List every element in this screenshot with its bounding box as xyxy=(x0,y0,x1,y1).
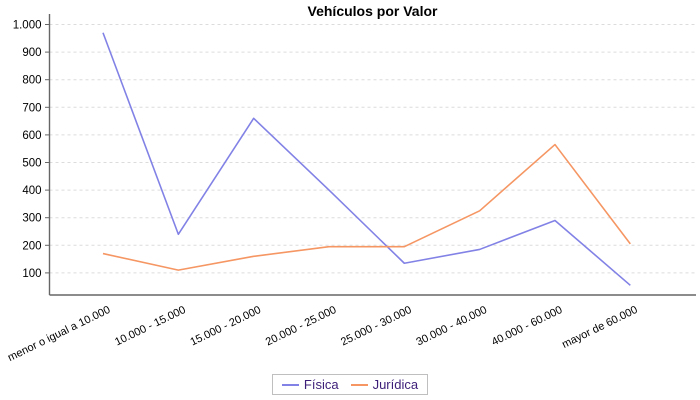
y-tick-label: 400 xyxy=(22,185,41,197)
chart-legend: Física Jurídica xyxy=(271,374,429,395)
y-tick-label: 1.000 xyxy=(13,20,42,32)
legend-item-1: Jurídica xyxy=(350,377,419,392)
x-category-label: 10.000 - 15.000 xyxy=(113,304,188,349)
series-line-1 xyxy=(102,143,631,271)
y-tick-label: 500 xyxy=(22,158,41,170)
x-category-label: menor o igual a 10.000 xyxy=(6,304,112,364)
legend-row: Física Jurídica xyxy=(0,374,700,395)
y-tick-label: 800 xyxy=(22,75,41,87)
legend-label: Física xyxy=(303,377,339,392)
y-tick-label: 600 xyxy=(22,130,41,142)
x-category-label: 20.000 - 25.000 xyxy=(264,304,339,349)
y-tick-label: 200 xyxy=(22,240,41,252)
y-tick-label: 100 xyxy=(22,268,41,280)
x-category-label: 30.000 - 40.000 xyxy=(414,304,489,349)
y-tick-label: 900 xyxy=(22,47,41,59)
legend-swatch-icon xyxy=(281,383,299,386)
legend-item-0: Física xyxy=(281,377,339,392)
line-chart-plot: 100 200 300 400 500 600 700 800 900 1.000 menor o … xyxy=(6,14,696,364)
legend-swatch-icon xyxy=(350,383,368,386)
y-tick-label: 700 xyxy=(22,102,41,114)
x-category-label: mayor de 60.000 xyxy=(560,304,639,351)
y-tick-label: 300 xyxy=(22,213,41,225)
x-category-label: 25.000 - 30.000 xyxy=(339,304,414,349)
x-category-label: 40.000 - 60.000 xyxy=(490,304,565,349)
series-line-0 xyxy=(102,32,631,286)
x-category-label: 15.000 - 20.000 xyxy=(188,304,263,349)
chart-title: Vehículos por Valor xyxy=(307,3,438,19)
legend-label: Jurídica xyxy=(372,377,419,392)
